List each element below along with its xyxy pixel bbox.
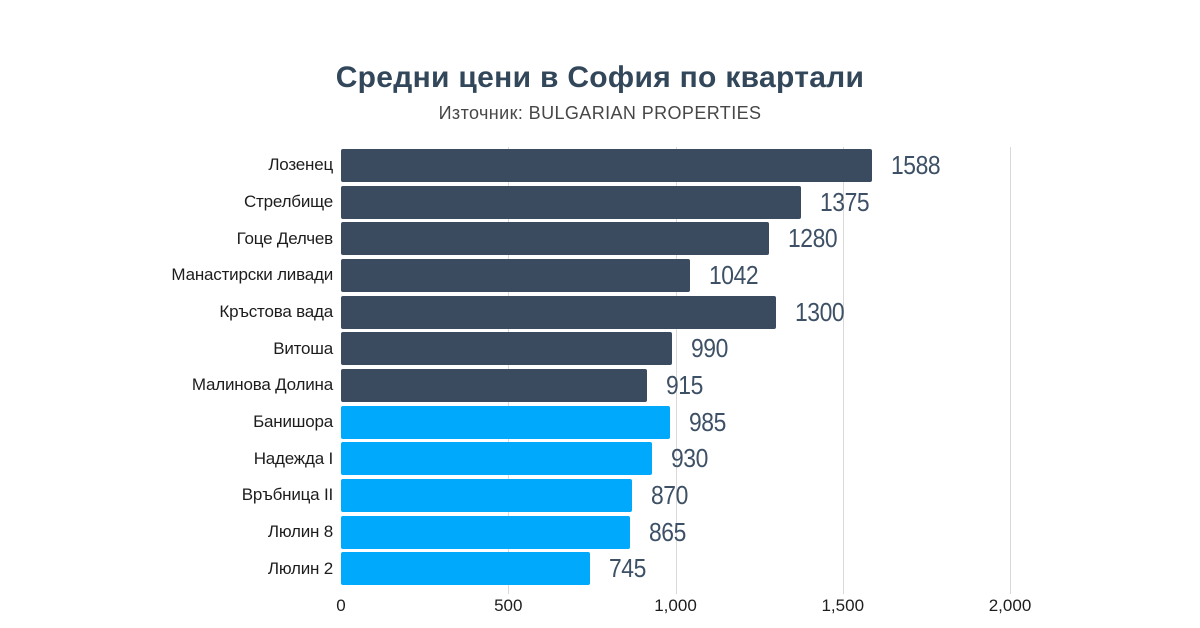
bar-7 xyxy=(341,405,671,439)
gridline-1500 xyxy=(842,147,844,594)
chart-title: Средни цени в София по квартали xyxy=(335,61,865,94)
category-label: Люлин 2 xyxy=(267,558,333,578)
bar-1 xyxy=(341,185,801,219)
bar-row: Малинова Долина 915 xyxy=(192,367,1010,404)
bar-rows: Лозенец 1588 Стрелбище 1375 Гоце Делчев 1280 М… xyxy=(171,147,1010,587)
chart-header: Средни цени в София по квартали Източник… xyxy=(0,0,1200,124)
category-label: Надежда I xyxy=(253,448,334,468)
bar-row: Банишора 985 xyxy=(253,404,1010,441)
bar-row: Стрелбище 1375 xyxy=(244,184,1010,221)
category-label: Малинова Долина xyxy=(191,375,333,395)
x-tick-label: 1,500 xyxy=(821,596,865,615)
bar-row: Надежда I 930 xyxy=(254,440,1010,477)
value-label: 865 xyxy=(649,516,687,547)
value-label: 1588 xyxy=(891,149,941,180)
value-label: 870 xyxy=(651,479,688,510)
value-label: 1375 xyxy=(819,186,870,217)
bar-4 xyxy=(341,295,776,329)
category-label: Кръстова вада xyxy=(219,302,333,322)
bar-8 xyxy=(341,442,653,476)
category-label: Лозенец xyxy=(268,155,333,175)
value-label: 1280 xyxy=(788,223,838,254)
x-tick-label: 1,000 xyxy=(654,596,697,615)
x-axis: 0 500 1,000 1,500 2,000 xyxy=(336,596,1031,620)
bar-2 xyxy=(341,222,770,256)
bar-row: Люлин 2 745 xyxy=(268,550,1010,587)
value-label: 1300 xyxy=(794,296,845,327)
plot-area: Лозенец 1588 Стрелбище 1375 Гоце Делчев 1280 М… xyxy=(171,147,1011,594)
x-tick-label: 2,000 xyxy=(988,596,1032,615)
value-label: 930 xyxy=(671,443,708,474)
category-label: Гоце Делчев xyxy=(236,228,334,248)
x-tick-label: 500 xyxy=(494,596,523,615)
category-label: Банишора xyxy=(253,412,333,432)
value-label: 1042 xyxy=(708,259,759,290)
bar-5 xyxy=(341,332,673,366)
bar-10 xyxy=(341,515,631,549)
bar-row: Връбница II 870 xyxy=(242,477,1010,514)
chart-subtitle: Източник: BULGARIAN PROPERTIES xyxy=(438,103,762,123)
value-label: 990 xyxy=(691,333,729,364)
bar-row: Манастирски ливади 1042 xyxy=(171,257,1010,294)
bar-11 xyxy=(341,552,591,586)
bar-6 xyxy=(341,368,648,402)
bar-row: Кръстова вада 1300 xyxy=(219,294,1010,331)
gridline-1000 xyxy=(675,147,677,594)
bar-row: Люлин 8 865 xyxy=(268,514,1010,551)
bar-9 xyxy=(341,478,632,512)
x-tick-label: 0 xyxy=(336,596,346,615)
gridline-2000 xyxy=(1010,147,1011,594)
category-label: Връбница II xyxy=(241,485,333,505)
bar-3 xyxy=(341,258,690,292)
category-label: Манастирски ливади xyxy=(171,265,333,285)
value-label: 985 xyxy=(689,406,727,437)
bar-row: Гоце Делчев 1280 xyxy=(237,220,1010,257)
bar-row: Лозенец 1588 xyxy=(268,147,1010,184)
value-label: 915 xyxy=(666,369,703,400)
value-label: 745 xyxy=(609,553,647,584)
category-label: Витоша xyxy=(273,338,333,358)
bar-0 xyxy=(341,148,873,182)
category-label: Стрелбище xyxy=(243,192,333,211)
bar-row: Витоша 990 xyxy=(273,330,1010,367)
bar-chart: Лозенец 1588 Стрелбище 1375 Гоце Делчев 1280 М… xyxy=(0,147,1200,620)
category-label: Люлин 8 xyxy=(267,522,333,542)
